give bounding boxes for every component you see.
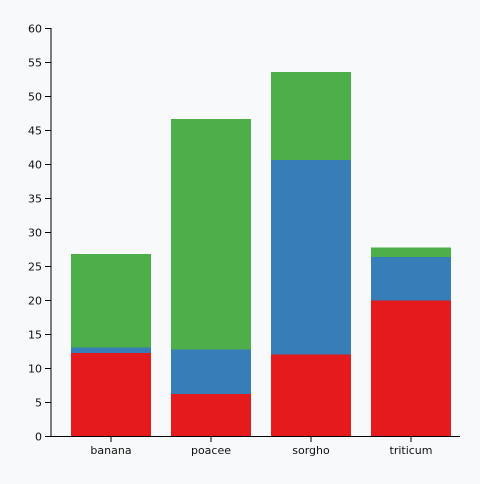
y-tick-label: 35: [28, 193, 42, 206]
y-tick-label: 60: [28, 23, 42, 36]
bars-layer: [71, 72, 451, 436]
bar-triticum-segment-2: [371, 257, 451, 301]
x-axis: banana poacee sorgho triticum: [51, 436, 460, 457]
y-tick-label: 55: [28, 57, 42, 70]
x-tick-label-sorgho: sorgho: [292, 444, 330, 457]
bar-sorgho-segment-1: [271, 354, 351, 436]
y-tick-label: 0: [35, 431, 42, 444]
y-tick-label: 10: [28, 363, 42, 376]
bar-poacee-segment-2: [171, 349, 251, 394]
y-tick-label: 5: [35, 397, 42, 410]
y-tick-label: 25: [28, 261, 42, 274]
bar-banana-segment-2: [71, 347, 151, 354]
y-tick-label: 40: [28, 159, 42, 172]
x-tick-label-banana: banana: [90, 444, 131, 457]
y-tick-label: 30: [28, 227, 42, 240]
bar-triticum-segment-1: [371, 300, 451, 436]
bar-sorgho-segment-2: [271, 159, 351, 355]
bar-poacee-segment-1: [171, 393, 251, 436]
y-tick-label: 45: [28, 125, 42, 138]
bar-triticum-segment-3: [371, 247, 451, 258]
y-axis: 0 5 10 15 20 25 30 35 40 45 50 55 60: [28, 23, 52, 444]
bar-poacee-segment-3: [171, 119, 251, 350]
bar-sorgho-segment-3: [271, 72, 351, 160]
bar-banana-segment-1: [71, 353, 151, 436]
y-tick-label: 50: [28, 91, 42, 104]
y-tick-label: 15: [28, 329, 42, 342]
x-tick-label-poacee: poacee: [191, 444, 231, 457]
x-tick-label-triticum: triticum: [390, 444, 433, 457]
y-tick-label: 20: [28, 295, 42, 308]
bar-banana-segment-3: [71, 253, 151, 348]
